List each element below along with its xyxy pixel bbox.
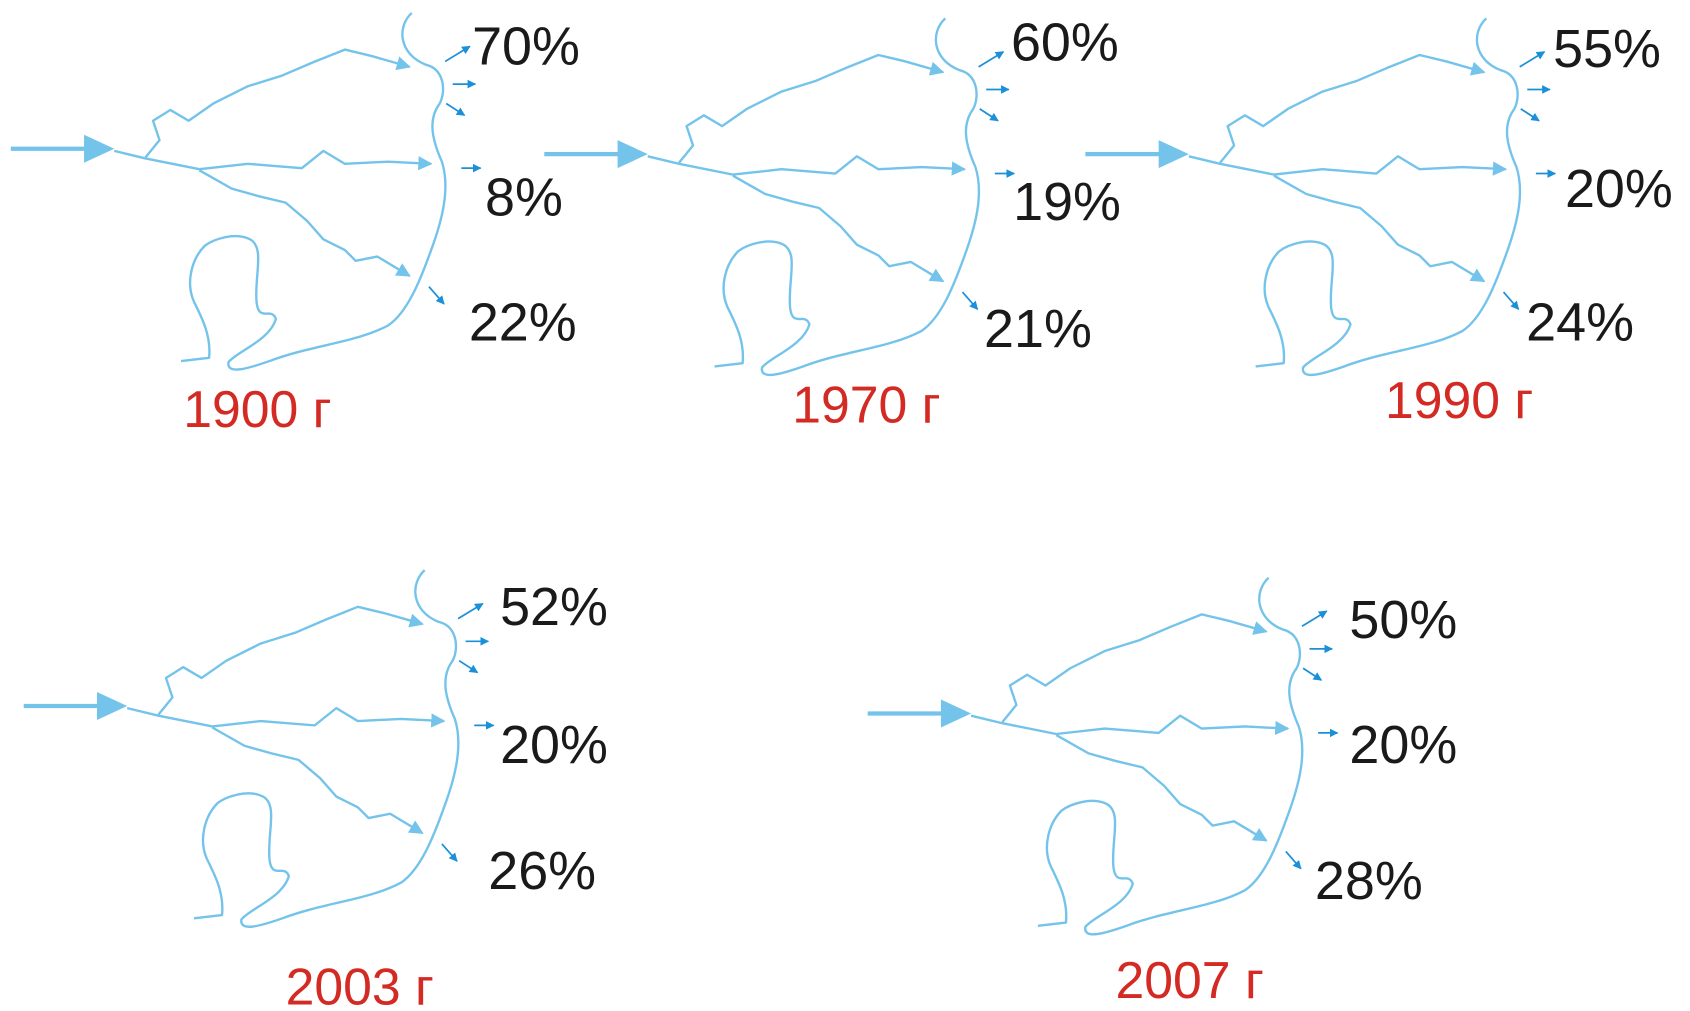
panel: 55% 20% 24% 1990 г [1085,18,1673,429]
share-label: 20% [1565,159,1673,219]
share-label: 19% [1013,172,1121,232]
share-label: 26% [488,841,596,901]
share-label: 52% [500,577,608,637]
delta-map [24,570,494,927]
panels: 70% 8% 22% 1900 г 60% 19% 21% 1970 г 55% 20% 24% 19… [11,12,1673,1011]
year-label: 1970 г [792,376,940,434]
share-label: 20% [1349,715,1457,775]
panel: 50% 20% 28% 2007 г [868,578,1457,1009]
year-label: 1990 г [1385,371,1533,429]
share-label: 8% [485,168,563,228]
panel: 60% 19% 21% 1970 г [544,12,1121,434]
share-label: 50% [1349,590,1457,650]
share-label: 22% [469,293,577,353]
delta-map [1085,18,1555,375]
share-label: 24% [1526,293,1634,353]
share-label: 55% [1553,19,1661,79]
share-label: 70% [472,17,580,77]
share-label: 28% [1315,851,1423,911]
share-label: 20% [500,715,608,775]
delta-map [544,18,1014,375]
delta-map [11,13,481,370]
delta-map [868,578,1338,935]
share-label: 60% [1011,12,1119,72]
panel: 70% 8% 22% 1900 г [11,13,580,438]
year-label: 1900 г [183,380,331,438]
year-label: 2003 г [286,958,434,1011]
panel: 52% 20% 26% 2003 г [24,570,608,1011]
share-label: 21% [984,299,1092,359]
year-label: 2007 г [1116,951,1264,1009]
